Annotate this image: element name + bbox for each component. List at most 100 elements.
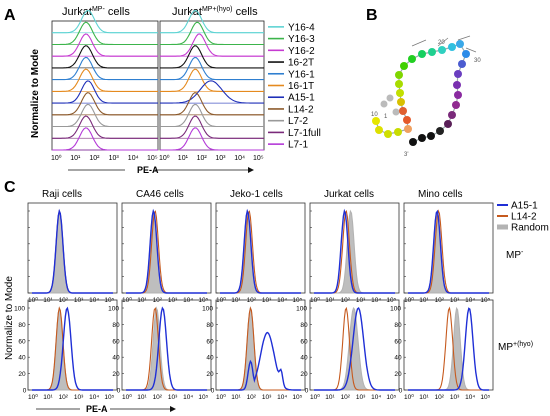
panel-b-bead <box>462 50 470 58</box>
panel-c-y-tick: 40 <box>18 355 26 362</box>
panel-c-y-tick: 0 <box>117 388 121 395</box>
panel-c-row-label-1: MP- <box>506 249 524 261</box>
panel-c-x-tick: 10² <box>247 297 257 304</box>
panel-b-bead <box>458 60 466 68</box>
legend-label-Y16-4: Y16-4 <box>288 22 315 33</box>
panel-c-x-tick: 10¹ <box>325 297 335 304</box>
panel-b-bead <box>400 62 408 70</box>
panel-c-x-tick: 10³ <box>168 297 178 304</box>
panel-c-y-tick: 80 <box>206 322 214 329</box>
panel-c-legend-label-A15-1: A15-1 <box>511 201 538 212</box>
panel-a-histogram-Y16-2 <box>160 33 264 57</box>
panel-c-y-tick: 100 <box>390 306 401 313</box>
panel-a-label: A <box>4 7 16 24</box>
panel-b-bead <box>380 100 388 108</box>
panel-c-y-tick: 60 <box>394 338 402 345</box>
panel-c-frame <box>215 299 306 391</box>
panel-b-bead <box>418 134 426 142</box>
panel-a-histogram-Y16-1 <box>52 56 158 81</box>
panel-c-x-tick: 10³ <box>262 297 272 304</box>
panel-c-y-tick: 80 <box>394 322 402 329</box>
panel-c-y-tick: 0 <box>305 388 309 395</box>
panel-c-x-tick: 10² <box>341 297 351 304</box>
panel-b-bead <box>453 81 461 89</box>
panel-c-x-tick: 10⁵ <box>480 297 490 304</box>
panel-c-x-tick: 10⁰ <box>216 393 226 401</box>
panel-c-x-tick: 10⁵ <box>198 297 208 304</box>
panel-b-bead <box>428 48 436 56</box>
panel-c-histogram-L14-2 <box>126 210 207 294</box>
panel-c-x-tick: 10⁴ <box>183 394 193 401</box>
panel-c-y-tick: 80 <box>112 322 120 329</box>
panel-c-histogram-A15-1 <box>314 307 395 391</box>
panel-b-bead <box>456 40 464 48</box>
panel-b-position-label: 20 <box>438 40 445 46</box>
panel-c-col-title: Raji cells <box>42 189 82 200</box>
panel-a-xlabel-group: PE-A <box>68 165 254 175</box>
panel-c-x-tick: 10² <box>59 297 69 304</box>
panel-b-bead <box>409 138 417 146</box>
panel-c-y-tick: 80 <box>18 322 26 329</box>
panel-c-y-tick: 0 <box>211 388 215 395</box>
panel-b-backbone <box>375 43 467 143</box>
panel-b-bead <box>427 132 435 140</box>
panel-a-histogram-A15-1 <box>160 80 264 104</box>
panel-a-histogram-Y16-3 <box>160 21 264 46</box>
legend-label-Y16-2: Y16-2 <box>288 46 315 57</box>
panel-c-x-tick: 10⁴ <box>465 394 475 401</box>
panel-a-histogram-Y16-4 <box>52 10 158 34</box>
panel-c-y-tick: 100 <box>202 306 213 313</box>
panel-c-histogram-A15-1 <box>314 208 395 294</box>
panel-b-position-label: 10 <box>371 112 378 118</box>
panel-c-x-tick: 10⁵ <box>198 394 208 401</box>
panel-c-x-tick: 10⁵ <box>104 394 114 401</box>
panel-a-tick: 10¹ <box>178 155 189 162</box>
panel-c-y-tick: 20 <box>394 371 402 378</box>
panel-c-x-tick: 10³ <box>74 394 84 401</box>
panel-c-y-tick: 60 <box>112 338 120 345</box>
panel-c-col-title: Jeko-1 cells <box>230 189 283 200</box>
legend-label-L7-1: L7-1 <box>288 140 308 151</box>
panel-c-xlabel: PE-A <box>86 404 108 414</box>
legend-label-L7-2: L7-2 <box>288 116 308 127</box>
panel-c-col-title: Mino cells <box>418 189 462 200</box>
panel-c-x-tick: 10⁵ <box>104 297 114 304</box>
panel-a-histogram-L14-2 <box>52 92 158 116</box>
panel-c-x-tick: 10⁴ <box>371 394 381 401</box>
panel-a-histogram-Y16-2 <box>52 33 158 57</box>
legend-label-16-1T: 16-1T <box>288 81 314 92</box>
panel-c-histogram-A15-1 <box>408 209 489 294</box>
panel-b-bead <box>384 130 392 138</box>
panel-c-x-tick: 10⁵ <box>386 394 396 401</box>
panel-c-x-tick: 10⁰ <box>28 393 38 401</box>
panel-b-bead <box>372 117 380 125</box>
panel-a-histogram-A15-1 <box>52 80 158 104</box>
panel-c-x-tick: 10² <box>153 297 163 304</box>
panel-b-position-label: 3' <box>404 152 408 158</box>
panel-c-histogram-Random <box>220 306 301 391</box>
panel-c-x-tick: 10⁴ <box>277 297 287 304</box>
panel-c-x-tick: 10² <box>153 394 163 401</box>
panel-b-bead <box>448 43 456 51</box>
panel-c-plots: Raji cells CA46 cells Jeko-1 cells Jurkat c… <box>14 189 494 401</box>
panel-c-x-tick: 10³ <box>262 394 272 401</box>
panel-c-y-tick: 20 <box>206 371 214 378</box>
panel-c-x-tick: 10² <box>435 394 445 401</box>
legend-label-L7-1full: L7-1full <box>288 128 321 139</box>
panel-a-tick: 10³ <box>215 155 226 162</box>
panel-c-x-tick: 10¹ <box>325 394 335 401</box>
panel-a-histogram-Y16-3 <box>52 21 158 46</box>
svg-text:JurkatMP- cells: JurkatMP- cells <box>62 6 130 18</box>
panel-c-x-tick: 10⁴ <box>89 394 99 401</box>
panel-b-bead <box>444 120 452 128</box>
panel-c-y-tick: 20 <box>300 371 308 378</box>
panel-c-histogram-A15-1 <box>32 208 113 294</box>
panel-c-histogram-A15-1 <box>32 306 113 391</box>
panel-c-frame <box>27 299 118 391</box>
panel-c-frame <box>215 202 306 294</box>
panel-a-frame-2 <box>159 20 265 151</box>
panel-c-y-tick: 100 <box>296 306 307 313</box>
panel-c-histogram-Random <box>408 210 489 294</box>
panel-b-bead <box>452 101 460 109</box>
